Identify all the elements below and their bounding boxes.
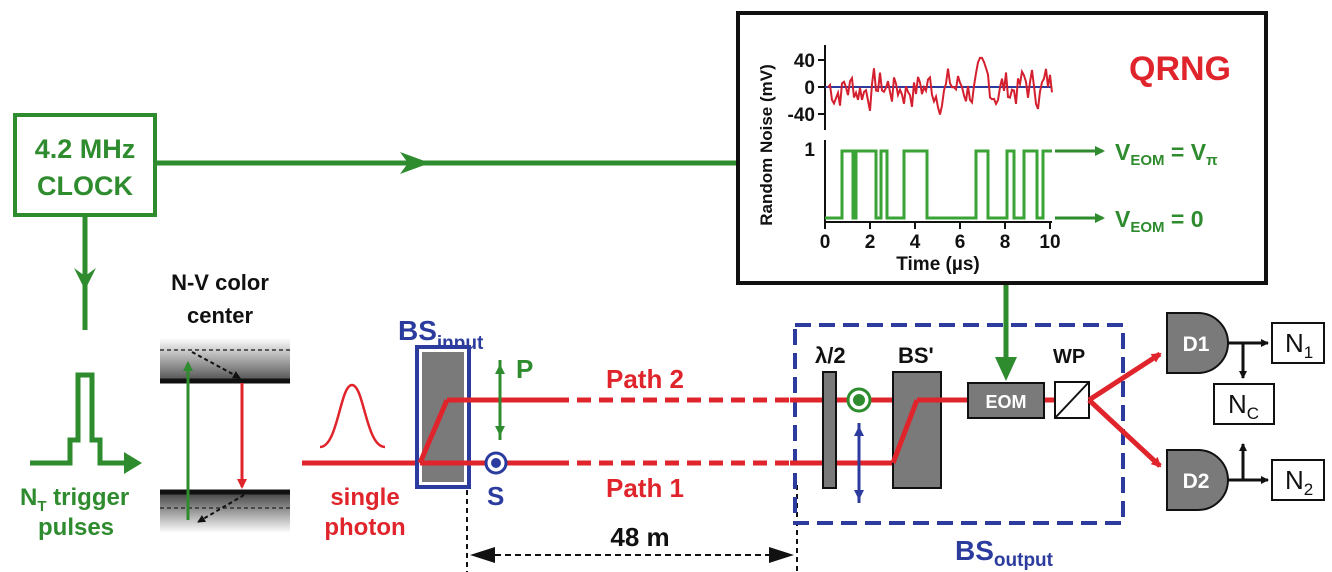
noise-ytick-0: 0: [804, 78, 815, 99]
eom-box: [967, 382, 1045, 419]
photon-label-line2: photon: [324, 514, 405, 541]
time-axis-ticks: 0 2 4 6 8 10: [820, 222, 1061, 253]
path2-label: Path 2: [606, 364, 684, 394]
clock-label-line1: 4.2 MHz: [35, 134, 136, 164]
bs-output-label: BSoutput: [955, 535, 1054, 571]
bs-input-beamsplitter: [415, 345, 471, 489]
noise-ytick-minus40: -40: [788, 105, 815, 126]
photon-label-line1: single: [330, 484, 399, 511]
qrng-title: QRNG: [1129, 50, 1231, 88]
time-tick-label: 8: [1000, 232, 1011, 253]
counter-nc: NC: [1213, 383, 1275, 425]
s-polarization-dot: [484, 451, 508, 475]
clock-signal-arrowhead: [400, 152, 430, 174]
rotated-polarization-marker: [846, 387, 872, 413]
time-tick-label: 4: [910, 232, 921, 253]
bit-level-high: 1: [804, 140, 815, 161]
nv-label-line2: center: [187, 303, 253, 328]
time-tick-label: 0: [820, 232, 831, 253]
bs-prime-beamsplitter: [890, 371, 942, 489]
random-bit-trace: [825, 149, 1052, 220]
qrng-xlabel: Time (µs): [896, 254, 979, 275]
distance-label: 48 m: [610, 522, 669, 552]
clock-down-arrowhead: [74, 268, 96, 290]
wp-to-d2-beam: [1087, 398, 1162, 468]
svg-text:NC: NC: [1228, 389, 1259, 423]
distance-marker: [466, 485, 798, 572]
time-tick-label: 10: [1039, 232, 1060, 253]
random-noise-trace: [827, 56, 1053, 115]
trigger-label-line2: pulses: [38, 514, 114, 541]
svg-text:N2: N2: [1285, 465, 1313, 499]
detector-d1: D1: [1166, 312, 1229, 374]
veom-pi-label: VEOM = Vπ: [1115, 139, 1218, 169]
detector-d2: D2: [1166, 449, 1229, 511]
qrng-to-eom-arrowhead: [995, 357, 1017, 381]
time-tick-label: 2: [865, 232, 876, 253]
photon-wavepacket: [319, 383, 386, 449]
svg-text:N1: N1: [1285, 328, 1313, 362]
nv-label-line1: N-V color: [171, 270, 269, 295]
clock-box: 4.2 MHz CLOCK: [13, 113, 157, 217]
wp-to-d1-beam: [1087, 351, 1162, 403]
trigger-label-line1: NT trigger: [20, 484, 129, 515]
bs-prime-label: BS': [898, 343, 934, 368]
path1-label: Path 1: [606, 473, 684, 503]
bit-axes: [824, 140, 1052, 223]
halfwave-label: λ/2: [815, 343, 846, 368]
clock-label-line2: CLOCK: [37, 171, 133, 201]
trigger-pulse: [30, 372, 142, 474]
noise-ytick-40: 40: [794, 51, 815, 72]
qrng-ylabel: Random Noise (mV): [757, 64, 776, 226]
s-label: S: [487, 481, 504, 511]
wollaston-prism: [1054, 381, 1090, 419]
wp-label: WP: [1053, 346, 1085, 368]
eom-label: EOM: [985, 392, 1026, 412]
time-tick-label: 6: [955, 232, 966, 253]
counter-n1: N1: [1271, 322, 1325, 364]
d1-label: D1: [1183, 333, 1210, 356]
p-label: P: [516, 354, 533, 384]
counter-n2: N2: [1271, 459, 1325, 501]
nv-energy-diagram: [160, 338, 290, 533]
d2-label: D2: [1183, 470, 1210, 493]
veom-zero-label: VEOM = 0: [1115, 206, 1204, 236]
halfwave-plate: [822, 371, 837, 489]
detector-wiring: [1228, 339, 1269, 484]
